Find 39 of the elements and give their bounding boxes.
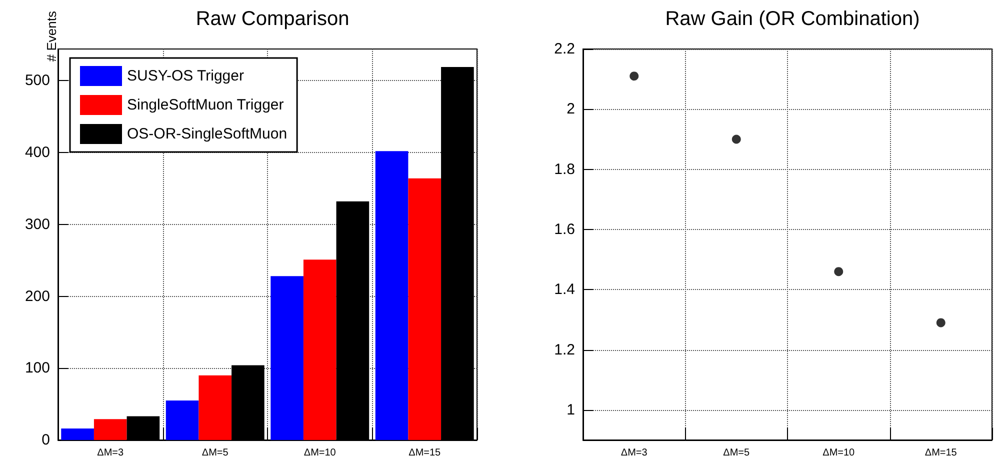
point	[834, 267, 844, 276]
x-tick-label: ΔM=10	[304, 448, 336, 458]
bar	[408, 178, 442, 440]
bar	[94, 419, 127, 440]
bar	[303, 260, 336, 440]
y-tick-label: 1.4	[554, 281, 575, 298]
y-tick-label: 1.2	[554, 341, 575, 358]
point	[936, 318, 946, 328]
x-tick-label: ΔM=15	[924, 448, 958, 458]
y-tick-label: 400	[24, 144, 50, 161]
x-tick-label: ΔM=5	[202, 448, 229, 458]
point	[732, 134, 741, 144]
bar	[375, 151, 408, 440]
y-tick-label: 1.8	[554, 160, 575, 178]
bar	[198, 375, 232, 440]
y-tick-label: 1	[566, 401, 575, 418]
chart-title: Raw Comparison	[196, 8, 350, 30]
bar	[61, 428, 94, 440]
bar	[270, 276, 304, 440]
y-tick-label: 2.2	[554, 40, 575, 58]
legend-label: OS-OR-SingleSoftMuon	[127, 126, 288, 142]
legend-label: SUSY-OS Trigger	[127, 68, 244, 84]
x-tick-label: ΔM=5	[723, 448, 750, 458]
y-tick-label: 0	[42, 432, 50, 448]
x-tick-label: ΔM=10	[822, 448, 856, 458]
x-tick-label: ΔM=3	[97, 448, 124, 458]
y-tick-label: 100	[24, 360, 50, 377]
y-tick-label: 200	[24, 288, 50, 305]
legend-label: SingleSoftMuon Trigger	[127, 96, 284, 114]
y-tick-label: 500	[24, 72, 50, 90]
y-tick-label: 2	[566, 100, 575, 118]
bar	[166, 400, 199, 440]
y-tick-label: 300	[24, 216, 50, 233]
x-tick-label: ΔM=15	[408, 448, 442, 458]
y-tick-label: 1.6	[554, 220, 575, 238]
x-tick-label: ΔM=3	[620, 448, 648, 458]
chart-title: Raw Gain (OR Combination)	[665, 8, 920, 30]
point	[630, 72, 639, 81]
y-axis-title: # Events	[44, 10, 59, 62]
